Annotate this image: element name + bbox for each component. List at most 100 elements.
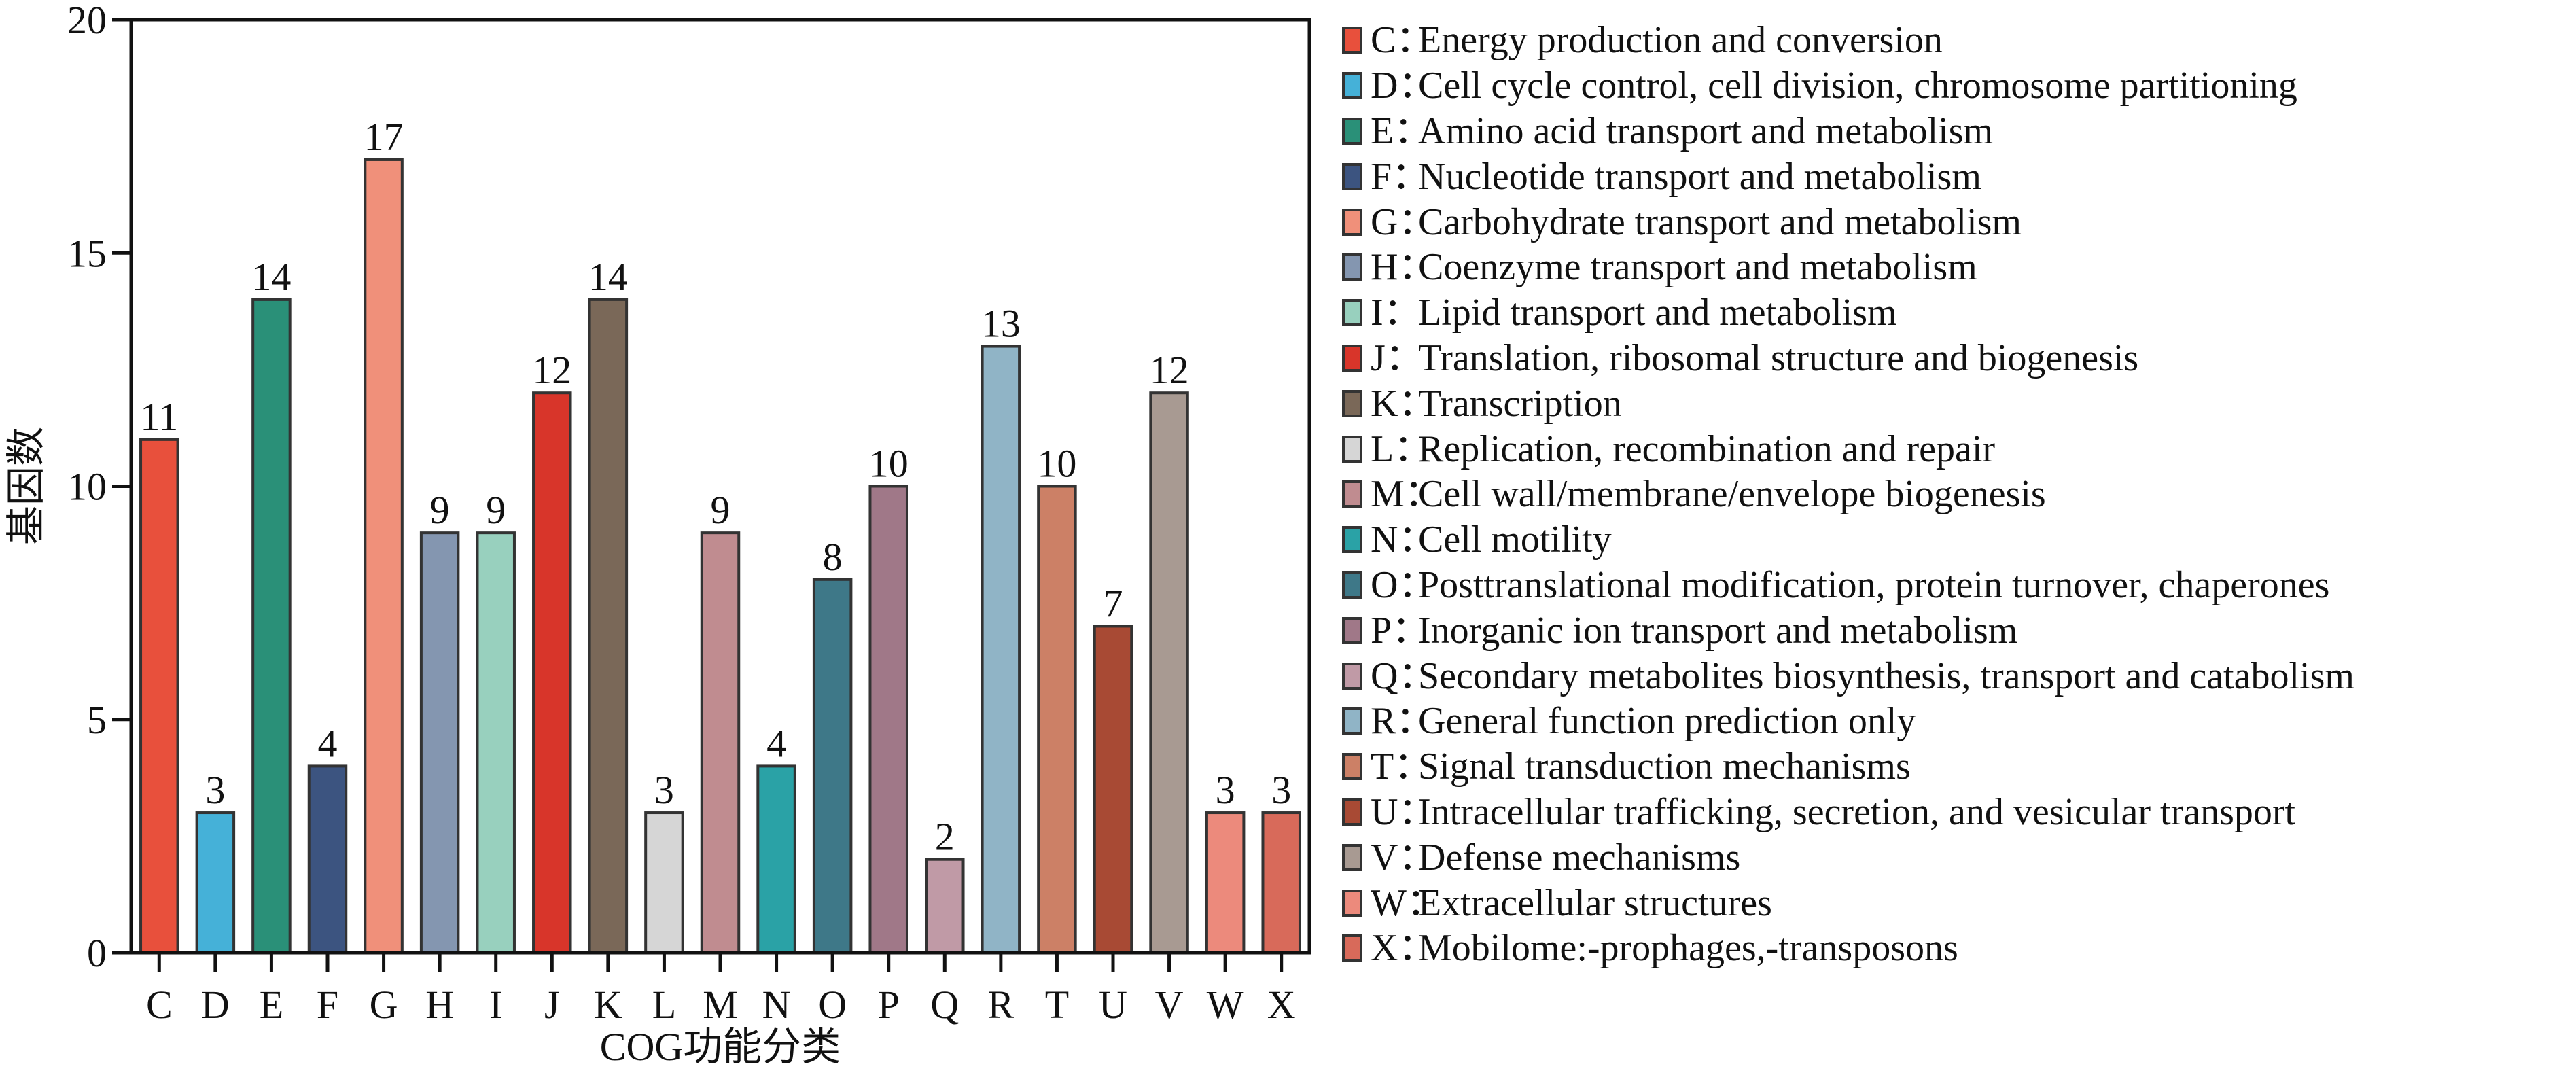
bar-W xyxy=(1205,811,1246,955)
legend-swatch xyxy=(1342,480,1362,508)
legend-swatch xyxy=(1342,662,1362,690)
data-label-L: 3 xyxy=(654,768,674,812)
legend-item: I： Lipid transport and metabolism xyxy=(1342,290,2354,336)
legend-label: Extracellular structures xyxy=(1418,881,1772,924)
legend-label: Secondary metabolites biosynthesis, tran… xyxy=(1418,654,2354,697)
legend-code: P： xyxy=(1371,609,1430,652)
data-label-M: 9 xyxy=(711,488,730,532)
data-label-K: 14 xyxy=(588,255,628,299)
legend-item: L： Replication, recombination and repair xyxy=(1342,426,2354,472)
legend-label: General function prediction only xyxy=(1418,700,1916,743)
legend-swatch xyxy=(1342,889,1362,917)
x-tick-label-R: R xyxy=(988,983,1014,1027)
data-label-V: 12 xyxy=(1150,348,1189,392)
legend-code: I： xyxy=(1371,292,1422,334)
legend-item: M： Cell wall/membrane/envelope biogenesis xyxy=(1342,472,2354,517)
x-tick-label-N: N xyxy=(762,983,791,1027)
x-tick-label-W: W xyxy=(1207,983,1244,1027)
legend-swatch xyxy=(1342,208,1362,236)
legend-swatch xyxy=(1342,344,1362,372)
legend-swatch xyxy=(1342,843,1362,871)
data-label-J: 12 xyxy=(532,348,571,392)
data-label-X: 3 xyxy=(1271,768,1291,812)
x-tick-label-J: J xyxy=(544,983,560,1027)
legend-code: X： xyxy=(1371,927,1436,970)
data-label-H: 9 xyxy=(430,488,450,532)
legend-item: R： General function prediction only xyxy=(1342,699,2354,744)
legend-label: Signal transduction mechanisms xyxy=(1418,745,1911,788)
legend-swatch xyxy=(1342,753,1362,781)
data-label-T: 10 xyxy=(1037,442,1076,486)
legend-code: T： xyxy=(1371,745,1432,788)
legend-swatch xyxy=(1342,299,1362,327)
legend-label: Defense mechanisms xyxy=(1418,836,1741,879)
y-axis-ticks: 0 5 10 15 20 xyxy=(67,0,131,975)
legend-label: Cell motility xyxy=(1418,518,1612,561)
legend-code: O： xyxy=(1371,563,1436,606)
legend-label: Nucleotide transport and metabolism xyxy=(1418,155,1981,198)
legend-item: G： Carbohydrate transport and metabolism xyxy=(1342,199,2354,245)
bar-C xyxy=(139,438,179,954)
legend-label: Energy production and conversion xyxy=(1418,19,1943,62)
legend-code: E： xyxy=(1371,109,1432,152)
bar-H xyxy=(419,531,460,954)
bar-V xyxy=(1149,391,1189,954)
plot-frame xyxy=(129,18,1311,955)
bar-L xyxy=(644,811,684,955)
x-tick-label-G: G xyxy=(370,983,398,1027)
data-label-G: 17 xyxy=(364,115,404,159)
legend-swatch xyxy=(1342,435,1362,463)
legend-swatch xyxy=(1342,707,1362,735)
legend-swatch xyxy=(1342,72,1362,100)
legend-code: N： xyxy=(1371,518,1436,561)
bar-J xyxy=(532,391,572,954)
data-label-P: 10 xyxy=(869,442,908,486)
legend-swatch xyxy=(1342,389,1362,417)
x-tick-label-C: C xyxy=(146,983,173,1027)
bar-X xyxy=(1261,811,1301,955)
legend-label: Posttranslational modification, protein … xyxy=(1418,563,2330,606)
legend-label: Translation, ribosomal structure and bio… xyxy=(1418,336,2139,379)
legend-item: H： Coenzyme transport and metabolism xyxy=(1342,245,2354,290)
legend-code: V： xyxy=(1371,836,1436,879)
legend-code: G： xyxy=(1371,200,1436,243)
x-tick-label-L: L xyxy=(652,983,676,1027)
y-axis-title: 基因数 xyxy=(4,427,48,545)
y-tick-label: 5 xyxy=(87,698,107,742)
legend-swatch xyxy=(1342,934,1362,962)
data-label-C: 11 xyxy=(140,395,178,439)
bar-K xyxy=(588,298,629,954)
bar-N xyxy=(756,764,796,955)
data-label-D: 3 xyxy=(205,768,225,812)
legend-swatch xyxy=(1342,571,1362,599)
legend: C： Energy production and conversion D： Cell… xyxy=(1342,18,2354,971)
legend-item: C： Energy production and conversion xyxy=(1342,18,2354,63)
legend-label: Transcription xyxy=(1418,382,1622,425)
x-tick-label-F: F xyxy=(317,983,338,1027)
data-label-I: 9 xyxy=(486,488,506,532)
bar-P xyxy=(868,485,908,954)
legend-label: Cell wall/membrane/envelope biogenesis xyxy=(1418,473,2046,516)
bar-T xyxy=(1037,485,1077,954)
legend-code: L： xyxy=(1371,427,1432,470)
legend-code: D： xyxy=(1371,65,1436,107)
legend-code: W： xyxy=(1371,881,1445,924)
bar-D xyxy=(195,811,236,955)
legend-label: Inorganic ion transport and metabolism xyxy=(1418,609,2018,652)
legend-item: O： Posttranslational modification, protei… xyxy=(1342,563,2354,608)
data-label-F: 4 xyxy=(318,721,338,765)
legend-label: Intracellular trafficking, secretion, an… xyxy=(1418,790,2296,833)
x-tick-label-P: P xyxy=(878,983,900,1027)
data-label-E: 14 xyxy=(251,255,291,299)
legend-item: V： Defense mechanisms xyxy=(1342,834,2354,880)
legend-code: C： xyxy=(1371,19,1434,62)
legend-label: Mobilome:-prophages,-transposons xyxy=(1418,927,1958,970)
x-tick-label-K: K xyxy=(594,983,622,1027)
legend-swatch xyxy=(1342,253,1362,281)
x-tick-label-E: E xyxy=(260,983,283,1027)
legend-code: R： xyxy=(1371,700,1434,743)
bar-F xyxy=(307,764,348,955)
x-tick-label-H: H xyxy=(425,983,454,1027)
data-label-N: 4 xyxy=(766,721,786,765)
